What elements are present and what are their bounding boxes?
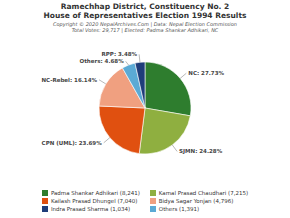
html-text:Copyright © 2020 NepalArchives: Copyright © 2020 NepalArchives.Com | Dat… bbox=[53, 20, 237, 27]
html-text:Others (1,391): Others (1,391) bbox=[158, 206, 200, 212]
html-text:Padma Shankar Adhikari (8,241): Padma Shankar Adhikari (8,241) bbox=[50, 190, 140, 196]
html-text:Kailash Prasad Dhungel (7,040): Kailash Prasad Dhungel (7,040) bbox=[50, 198, 138, 204]
html-text:Bidya Sagar Yonjan (4,796): Bidya Sagar Yonjan (4,796) bbox=[158, 198, 234, 204]
html-text:Total Votes: 29,717 | Elected:: Total Votes: 29,717 | Elected: Padma Sha… bbox=[71, 27, 219, 33]
html-text:House of Representatives Elect: House of Representatives Election 1994 R… bbox=[43, 11, 247, 21]
html-text:Kamal Prasad Chaudhari (7,215): Kamal Prasad Chaudhari (7,215) bbox=[158, 190, 249, 196]
svg-text:CPN (UML): 23.69%: CPN (UML): 23.69% bbox=[42, 140, 103, 146]
svg-text:NC-Rebel: 16.14%: NC-Rebel: 16.14% bbox=[41, 77, 97, 83]
svg-text:RPP: 3.48%: RPP: 3.48% bbox=[102, 51, 138, 57]
svg-text:Others: 4.68%: Others: 4.68% bbox=[80, 58, 125, 64]
html-text:Ramechhap District, Constituen: Ramechhap District, Constituency No. 2 bbox=[60, 2, 230, 11]
svg-text:NC: 27.73%: NC: 27.73% bbox=[188, 70, 224, 76]
html-text:Indra Prasad Sharma (1,034): Indra Prasad Sharma (1,034) bbox=[50, 206, 131, 212]
svg-text:SJMN: 24.28%: SJMN: 24.28% bbox=[179, 148, 223, 155]
